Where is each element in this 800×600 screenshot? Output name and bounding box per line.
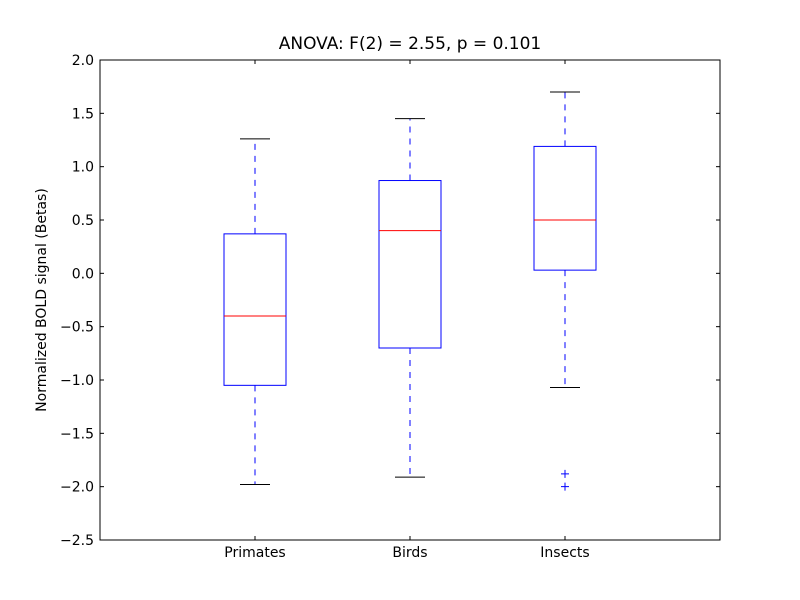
y-tick-label: 0.5 xyxy=(72,213,94,229)
y-tick-label: 0.0 xyxy=(72,266,94,282)
x-tick-label: Primates xyxy=(224,545,285,561)
y-tick-label: 1.5 xyxy=(72,106,94,122)
x-tick-label: Birds xyxy=(392,545,427,561)
y-tick-label: −1.0 xyxy=(60,373,94,389)
chart-title: ANOVA: F(2) = 2.55, p = 0.101 xyxy=(279,34,542,54)
y-tick-label: −1.5 xyxy=(60,426,94,442)
outlier-point xyxy=(561,469,569,478)
y-tick-label: −2.5 xyxy=(60,533,94,549)
y-axis-label: Normalized BOLD signal (Betas) xyxy=(34,188,50,412)
y-tick-label: −0.5 xyxy=(60,320,94,336)
y-tick-label: 1.0 xyxy=(72,160,94,176)
x-tick-label: Insects xyxy=(540,545,589,561)
box-insects xyxy=(533,91,597,491)
outlier-point xyxy=(561,482,569,491)
box xyxy=(378,180,442,349)
box-birds xyxy=(378,118,442,478)
y-tick-label: 2.0 xyxy=(72,53,94,69)
plot-area-frame xyxy=(99,59,721,541)
box-primates xyxy=(223,138,287,486)
box xyxy=(533,145,597,271)
y-tick-label: −2.0 xyxy=(60,480,94,496)
box xyxy=(223,233,287,386)
